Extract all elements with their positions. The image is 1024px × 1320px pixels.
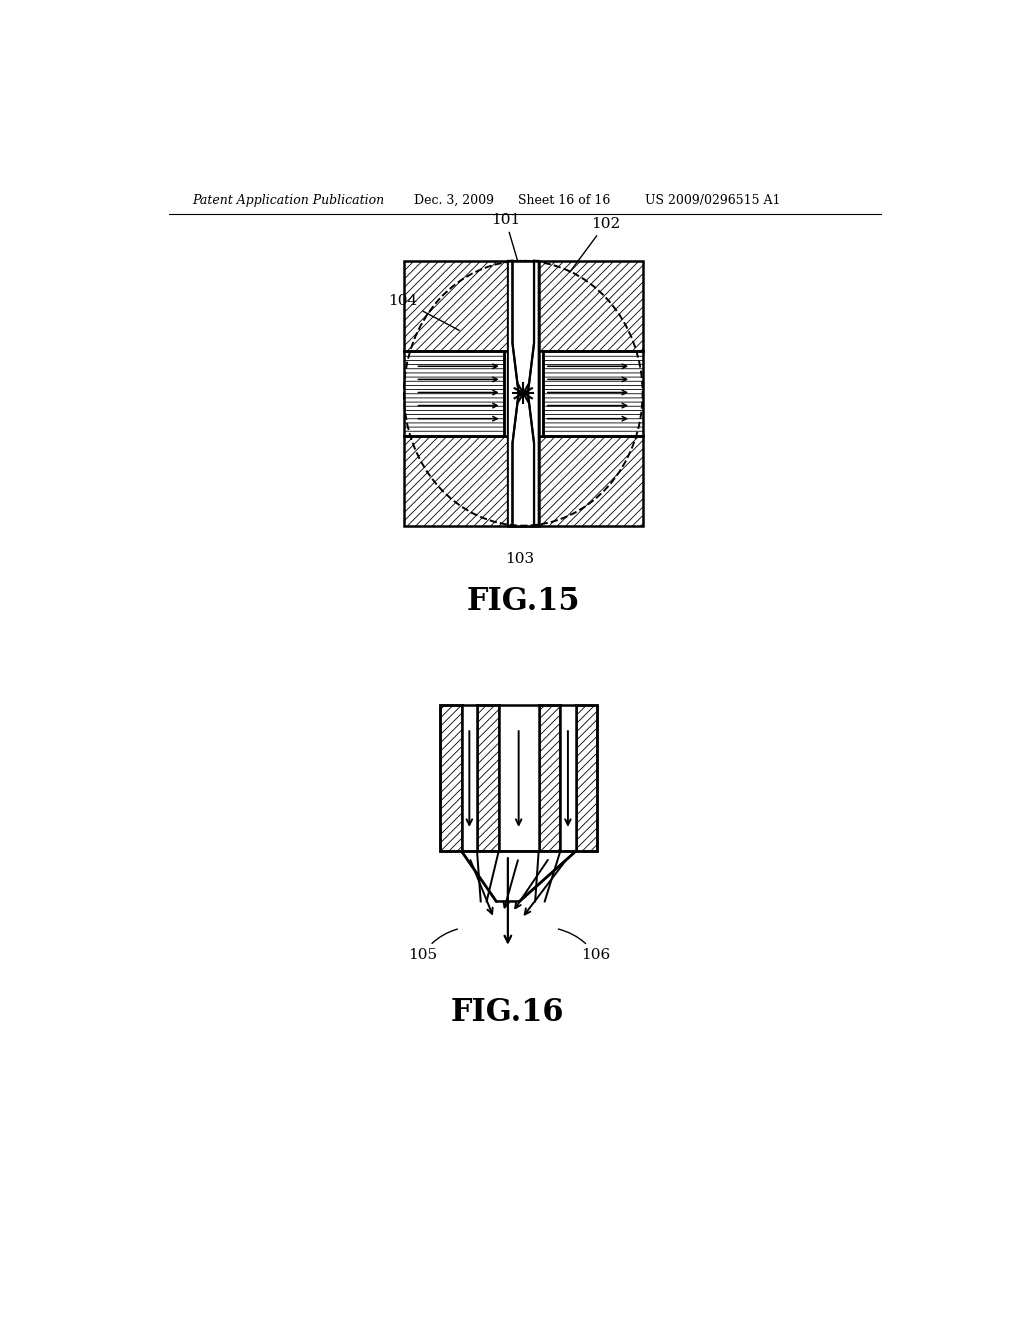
Text: US 2009/0296515 A1: US 2009/0296515 A1 <box>645 194 780 207</box>
Text: Dec. 3, 2009: Dec. 3, 2009 <box>414 194 494 207</box>
Bar <box>403 436 643 525</box>
Bar <box>575 705 597 851</box>
Text: FIG.16: FIG.16 <box>452 997 564 1028</box>
Polygon shape <box>528 261 539 525</box>
Bar <box>543 351 643 436</box>
Polygon shape <box>462 851 575 902</box>
Circle shape <box>521 391 525 396</box>
Bar <box>508 261 539 525</box>
Text: 104: 104 <box>388 294 459 330</box>
Bar <box>462 705 477 851</box>
Bar <box>403 261 643 351</box>
Bar <box>499 705 539 851</box>
Text: 105: 105 <box>408 929 458 962</box>
Text: 102: 102 <box>569 216 621 272</box>
Bar <box>539 705 560 851</box>
Bar <box>560 705 575 851</box>
Bar <box>477 705 499 851</box>
Text: FIG.15: FIG.15 <box>467 586 580 618</box>
Bar <box>403 351 643 436</box>
Bar <box>440 705 597 851</box>
Text: Sheet 16 of 16: Sheet 16 of 16 <box>518 194 610 207</box>
Bar <box>403 351 504 436</box>
Bar <box>440 705 462 851</box>
Polygon shape <box>508 261 518 525</box>
Text: Patent Application Publication: Patent Application Publication <box>193 194 384 207</box>
Text: 106: 106 <box>558 929 610 962</box>
Text: 103: 103 <box>505 552 534 566</box>
Text: 101: 101 <box>490 213 520 264</box>
